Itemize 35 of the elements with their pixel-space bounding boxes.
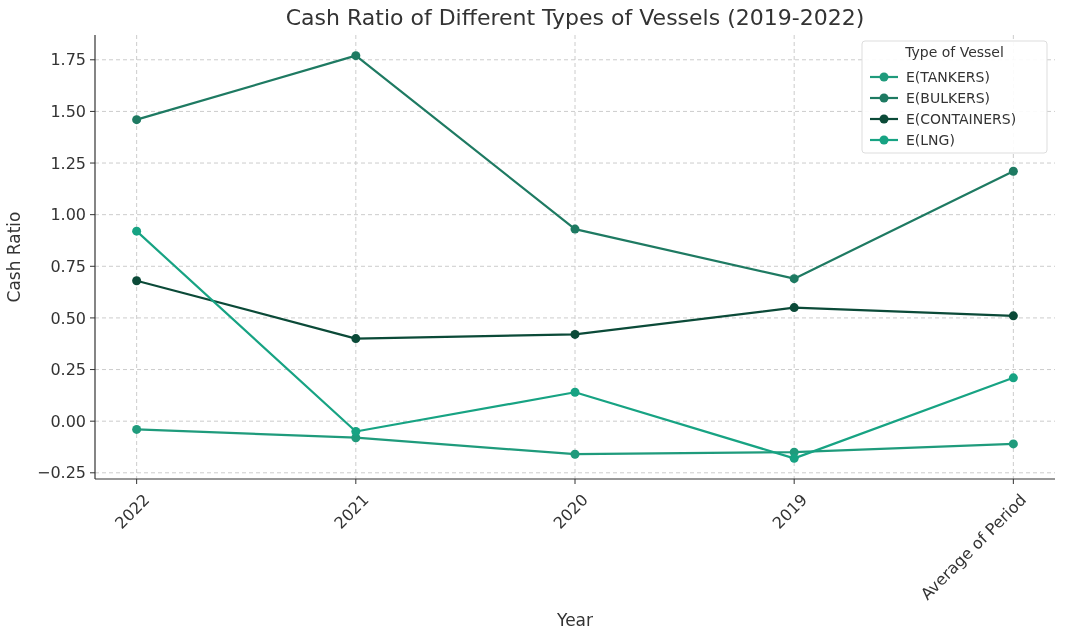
point [570,329,580,339]
legend-label: E(LNG) [906,131,955,148]
chart-title: Cash Ratio of Different Types of Vessels (2019-2022) [285,5,865,30]
point [351,51,361,61]
point [570,224,580,234]
y-axis-title: Cash Ratio [4,211,24,303]
point [570,387,580,397]
point [132,276,142,286]
point [1008,166,1018,176]
legend-label: E(TANKERS) [906,68,990,85]
legend-label: E(CONTAINERS) [906,110,1017,127]
point [789,453,799,463]
point [132,226,142,236]
y-tick-label: −0.25 [36,463,86,483]
y-tick-label: 1.25 [50,153,86,173]
y-tick-label: 1.50 [50,102,86,122]
legend-label: E(BULKERS) [906,89,991,106]
y-tick-label: 0.00 [50,411,86,431]
y-tick-label: 0.25 [50,360,86,380]
point [351,427,361,436]
y-tick-label: 1.00 [50,205,86,225]
point [789,303,799,313]
legend-title: Type of Vessel [904,44,1004,60]
y-tick-label: 0.75 [50,256,86,276]
x-axis-title: Year [556,610,593,630]
point [132,115,142,125]
point [570,449,580,459]
y-tick-label: 1.75 [50,50,86,70]
point [1008,439,1018,449]
y-tick-label: 0.50 [50,308,86,328]
point [789,274,799,284]
point [132,424,142,434]
point [351,334,361,344]
point [1008,373,1018,383]
point [1008,311,1018,321]
